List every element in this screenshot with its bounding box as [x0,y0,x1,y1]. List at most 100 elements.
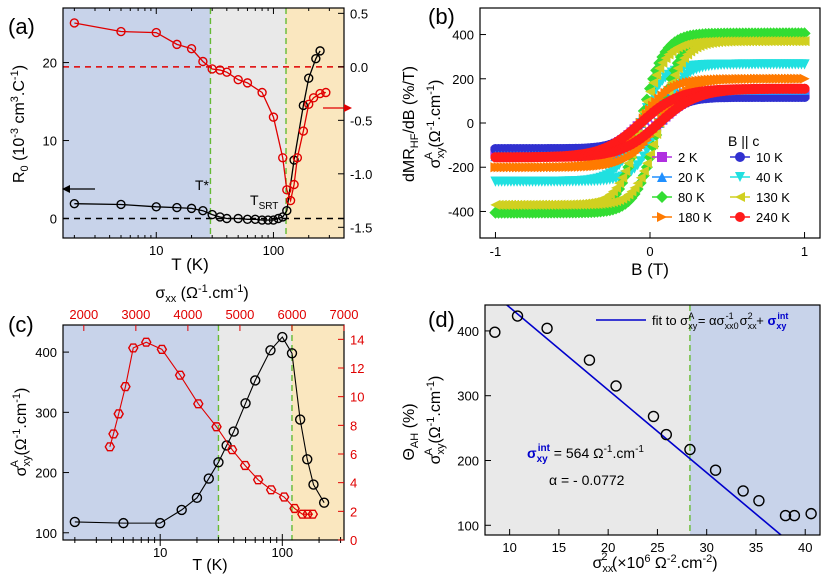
data-point [278,492,290,502]
data-point [273,213,283,224]
data-point [240,398,251,409]
legend-marker [735,172,745,182]
data-point [648,139,659,150]
panel-c-frame [62,324,345,541]
panel-b-label: (b) [428,4,455,29]
data-point [186,43,197,54]
data-point [222,67,232,77]
arrow-left-head [62,185,70,193]
y-tick-label: 200 [457,453,479,468]
data-point [779,509,792,522]
y-tick-label: 200 [452,72,474,87]
legend-marker [735,212,745,222]
data-point [641,158,652,169]
y-tick-label: 10 [43,134,57,149]
panel-c-label: (c) [8,312,34,337]
data-point [213,457,224,468]
legend-marker [657,172,667,182]
panel-a-ylabel: R0 (10-3 cm3.C-1) [9,65,31,183]
data-point [211,422,222,432]
data-point [647,410,660,423]
data-point [127,343,139,353]
panel-d-xlabel: σxx2 (×106 Ω-2.cm-2) [592,551,717,575]
x-tick-label: 10 [153,545,167,560]
data-point [798,27,811,40]
shade-high-t [286,8,344,238]
top-x-tick-label: 6000 [278,307,307,322]
data-point [651,128,662,139]
data-point [307,509,319,519]
right-y-tick-label: 2 [350,504,357,519]
data-point [268,215,279,225]
data-point [302,454,313,465]
data-point [265,345,276,356]
data-point [610,380,622,392]
data-point [113,409,124,419]
x-tick-label: 10 [149,243,163,258]
data-point [684,443,696,456]
panel-b-legend: B || c 2 K 20 K 80 K 180 K 10 K 40 K 130 K 240 … [652,133,790,225]
data-point [737,485,749,497]
data-point [799,83,810,94]
x-tick-label: -1 [490,244,502,259]
data-point [186,203,197,214]
top-x-tick-label: 7000 [330,307,359,322]
data-point [709,464,722,476]
data-point [282,206,292,216]
panel-a-label: (a) [8,14,35,39]
data-point [753,494,765,507]
data-point [623,158,634,169]
fit-line [505,305,783,535]
data-point [672,63,683,74]
legend-label: 20 K [678,170,705,185]
shade-mid-t [218,325,292,540]
legend-label: 130 K [756,190,790,205]
data-point [265,485,277,495]
data-point [151,27,161,38]
panel-d-data [489,305,817,535]
panel-b-data [489,27,811,219]
panel-d-shading [485,305,820,535]
arrow-right-head [344,104,352,112]
y-tick-label: 400 [457,324,479,339]
data-point [140,337,152,347]
y-tick-label: 20 [43,56,57,71]
data-point [156,344,168,354]
legend-label: 180 K [678,210,712,225]
data-point [304,73,314,83]
legend-marker [656,191,668,203]
data-point [321,87,331,98]
panel-b: -1 0 1 -400 -200 0 200 400 (b) B (T) σxyA (Ω-1.… [423,4,821,279]
data-point [192,399,204,409]
panel-a-xlabel: T (K) [171,255,208,274]
right-y-tick-label: 4 [350,476,357,491]
top-x-tick-label: 2000 [69,307,98,322]
panel-c-ylabel: σxyA (Ω-1.cm-1) [9,388,33,477]
data-point [660,428,672,441]
data-point [651,69,662,80]
alpha-annotation: α = - 0.0772 [549,472,625,488]
data-point [298,126,309,136]
legend-label: 40 K [756,170,783,185]
legend-marker [657,212,667,222]
y-right-tick-label: 0.5 [350,6,368,21]
data-point [669,69,680,80]
data-point [541,322,553,335]
data-point [308,479,319,490]
data-point [277,331,288,343]
data-point [304,99,314,109]
data-point [315,88,325,99]
data-point [263,215,273,225]
x-tick-label: 20 [601,540,615,555]
data-point [617,172,628,183]
sigma-int-annotation: σxyint = 564 Ω-1.cm-1 [527,443,644,465]
data-point [233,74,243,85]
data-point [648,77,659,88]
shade-mid-t [210,8,287,238]
data-point [294,414,306,425]
data-point [69,516,81,528]
data-point [654,63,665,74]
right-y-tick-label: 12 [350,361,364,376]
